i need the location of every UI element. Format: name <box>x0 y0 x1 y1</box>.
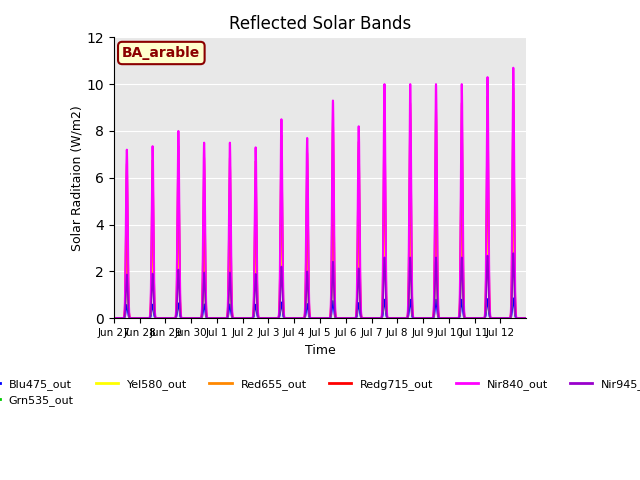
Yel580_out <box>195 315 202 321</box>
Yel580_out <box>372 315 380 321</box>
Blu475_out <box>509 295 517 301</box>
Redg715_out <box>460 238 467 243</box>
Redg715_out <box>522 315 530 321</box>
Red655_out <box>372 315 380 321</box>
Nir840_out <box>110 315 118 321</box>
Line: Yel580_out: Yel580_out <box>114 223 526 318</box>
Grn535_out <box>372 315 380 321</box>
Nir945_out <box>435 313 442 319</box>
Nir945_out <box>518 315 525 321</box>
Nir945_out <box>195 315 202 321</box>
Grn535_out <box>110 315 118 321</box>
Nir840_out <box>509 65 517 71</box>
Blu475_out <box>110 315 118 321</box>
Line: Nir840_out: Nir840_out <box>114 68 526 318</box>
Line: Blu475_out: Blu475_out <box>114 298 526 318</box>
Nir840_out <box>460 231 467 237</box>
Grn535_out <box>435 312 442 318</box>
Y-axis label: Solar Raditaion (W/m2): Solar Raditaion (W/m2) <box>71 105 84 251</box>
Grn535_out <box>460 282 467 288</box>
Red655_out <box>435 310 442 316</box>
Grn535_out <box>408 303 416 309</box>
Text: BA_arable: BA_arable <box>122 46 200 60</box>
Red655_out <box>522 315 530 321</box>
Red655_out <box>195 315 202 321</box>
Nir945_out <box>408 307 416 313</box>
Line: Redg715_out: Redg715_out <box>114 88 526 318</box>
Redg715_out <box>110 315 118 321</box>
Blu475_out <box>435 315 442 321</box>
X-axis label: Time: Time <box>305 344 335 357</box>
Grn535_out <box>522 315 530 321</box>
Red655_out <box>509 165 517 171</box>
Yel580_out <box>408 303 416 309</box>
Nir840_out <box>372 315 380 321</box>
Redg715_out <box>408 286 416 292</box>
Blu475_out <box>195 315 202 321</box>
Nir840_out <box>408 284 416 289</box>
Line: Red655_out: Red655_out <box>114 168 526 318</box>
Nir945_out <box>460 293 467 299</box>
Blu475_out <box>460 309 467 314</box>
Redg715_out <box>509 85 517 91</box>
Nir840_out <box>518 315 525 321</box>
Red655_out <box>110 315 118 321</box>
Redg715_out <box>372 315 380 321</box>
Title: Reflected Solar Bands: Reflected Solar Bands <box>229 15 411 33</box>
Nir945_out <box>522 315 530 321</box>
Yel580_out <box>110 315 118 321</box>
Yel580_out <box>518 315 525 321</box>
Red655_out <box>460 265 467 271</box>
Legend: Blu475_out, Grn535_out, Yel580_out, Red655_out, Redg715_out, Nir840_out, Nir945_: Blu475_out, Grn535_out, Yel580_out, Red6… <box>0 374 640 410</box>
Nir840_out <box>195 315 202 321</box>
Red655_out <box>408 296 416 302</box>
Yel580_out <box>509 220 517 226</box>
Nir945_out <box>509 250 517 256</box>
Blu475_out <box>522 315 530 321</box>
Red655_out <box>518 315 525 321</box>
Blu475_out <box>372 315 380 321</box>
Yel580_out <box>435 312 442 318</box>
Yel580_out <box>460 283 467 289</box>
Blu475_out <box>518 315 525 321</box>
Grn535_out <box>509 218 517 224</box>
Redg715_out <box>518 315 525 321</box>
Nir945_out <box>110 315 118 321</box>
Nir945_out <box>372 315 380 321</box>
Yel580_out <box>522 315 530 321</box>
Grn535_out <box>195 315 202 321</box>
Redg715_out <box>195 315 202 321</box>
Nir840_out <box>522 315 530 321</box>
Grn535_out <box>518 315 525 321</box>
Redg715_out <box>435 308 442 313</box>
Blu475_out <box>408 313 416 319</box>
Line: Grn535_out: Grn535_out <box>114 221 526 318</box>
Nir840_out <box>435 307 442 312</box>
Line: Nir945_out: Nir945_out <box>114 253 526 318</box>
